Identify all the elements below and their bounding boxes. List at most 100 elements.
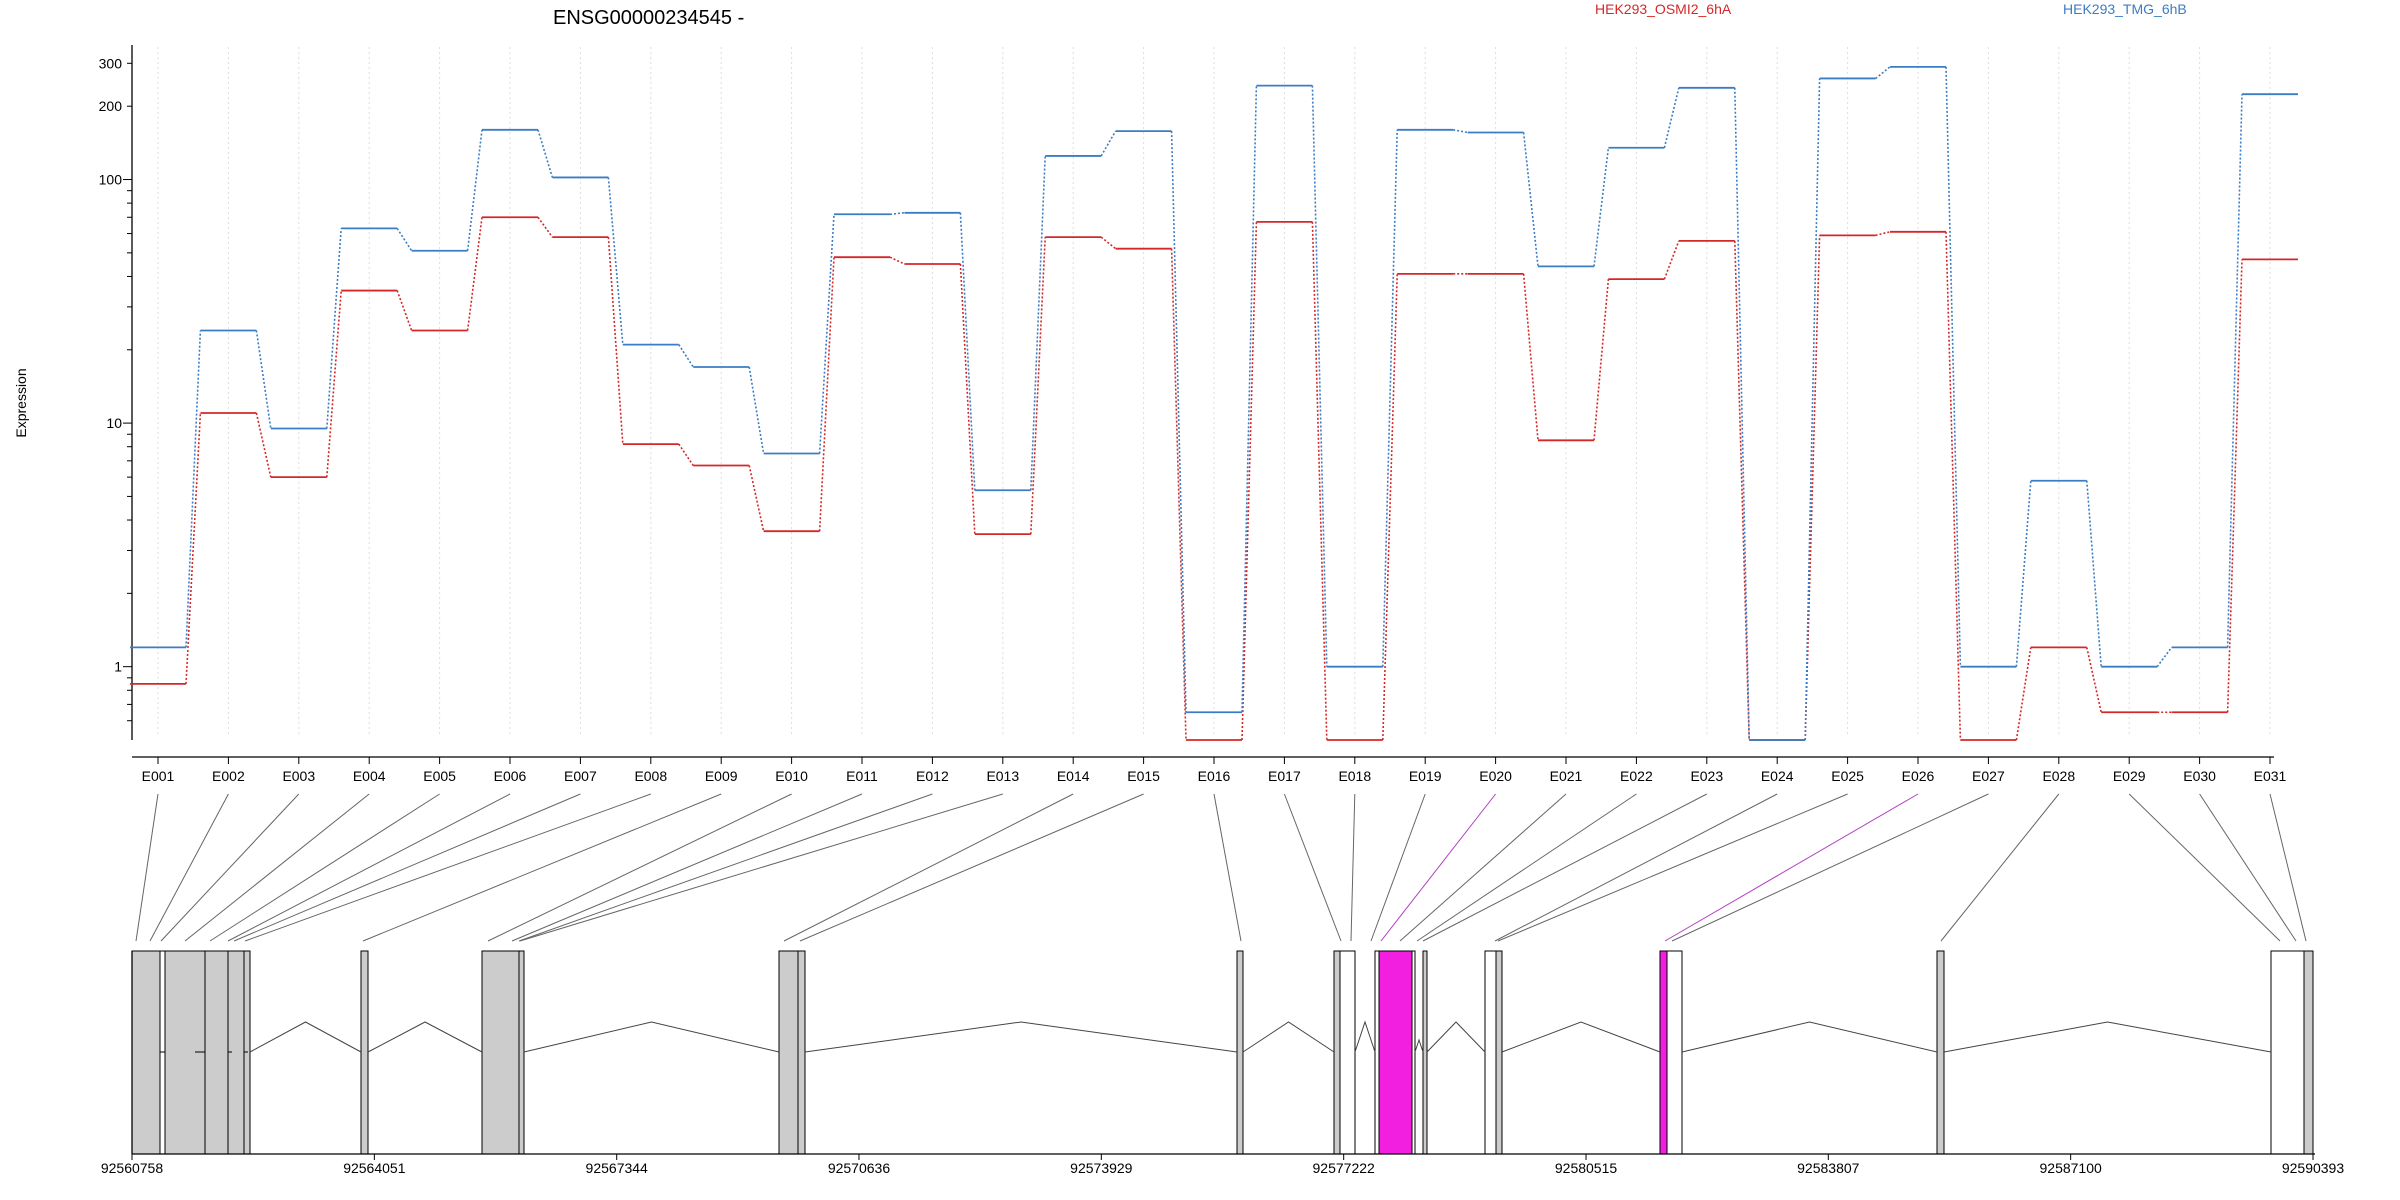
genomic-tick-label: 92560758 <box>101 1160 164 1176</box>
segment-tmg <box>1170 131 1187 713</box>
connector-e005 <box>209 793 440 942</box>
exon-block-8 <box>481 950 520 1155</box>
x-tick-label-e021: E021 <box>1550 768 1583 784</box>
connector-e006 <box>227 793 511 942</box>
x-tick-label-e031: E031 <box>2254 768 2287 784</box>
y-tick-label: 100 <box>99 172 123 188</box>
x-tick-label-e015: E015 <box>1127 768 1160 784</box>
x-tick-label-e009: E009 <box>705 768 738 784</box>
segment-osmi2 <box>1100 236 1117 250</box>
segment-tmg <box>1382 129 1398 667</box>
connector-e020 <box>1380 793 1496 942</box>
x-tick-label-e018: E018 <box>1338 768 1371 784</box>
chart-title-group: ENSG00000234545 - <box>553 7 744 29</box>
segment-tmg <box>537 129 554 178</box>
segment-tmg <box>889 212 905 216</box>
genomic-axis: 92560758 92564051 92567344 92570636 92573929… <box>101 1153 2345 1176</box>
intron <box>1414 1038 1424 1053</box>
connector-e004 <box>184 793 370 942</box>
segment-tmg <box>1311 85 1328 667</box>
intron <box>1354 1020 1376 1053</box>
connector-e022 <box>1416 793 1637 942</box>
segment-osmi2 <box>1170 248 1187 741</box>
series-tmg <box>130 65 2298 741</box>
segment-osmi2 <box>2226 259 2243 713</box>
connector-e015 <box>799 793 1144 942</box>
exon-block-19 <box>1484 950 1497 1155</box>
intron <box>804 1021 1238 1053</box>
x-tick-label-e004: E004 <box>353 768 386 784</box>
segment-osmi2 <box>255 412 272 478</box>
x-tick-label-e010: E010 <box>775 768 808 784</box>
segment-osmi2 <box>678 443 694 466</box>
x-tick-label-e025: E025 <box>1831 768 1864 784</box>
x-tick-label-e001: E001 <box>142 768 175 784</box>
intron <box>367 1021 483 1053</box>
segment-tmg <box>1100 130 1117 157</box>
y-tick-label: 200 <box>99 98 123 114</box>
genomic-tick-label: 92577222 <box>1313 1160 1376 1176</box>
segment-osmi2 <box>1241 221 1258 741</box>
segment-tmg <box>1875 66 1891 80</box>
segment-tmg <box>1453 129 1468 134</box>
x-tick-label-e014: E014 <box>1057 768 1090 784</box>
connector-e026 <box>1664 793 1919 942</box>
segment-tmg <box>1593 147 1610 267</box>
exon-block-1 <box>131 950 161 1155</box>
segment-tmg <box>1522 132 1539 267</box>
exon-block-15 <box>1374 950 1380 1155</box>
segment-osmi2 <box>1945 231 1962 741</box>
segment-tmg <box>678 344 694 368</box>
intron <box>1242 1021 1335 1053</box>
intron <box>249 1021 362 1053</box>
genomic-tick-label: 92583807 <box>1797 1160 1860 1176</box>
segment-tmg <box>2226 94 2243 648</box>
segment-osmi2 <box>2015 647 2032 741</box>
connector-e014 <box>783 793 1074 942</box>
segment-tmg <box>2015 480 2032 667</box>
x-axis: E001 E002 E003 E004 E005 E006 E007 E008 E009 E010… <box>132 756 2287 784</box>
segment-tmg <box>1945 66 1962 667</box>
segment-tmg <box>1734 87 1750 741</box>
segment-tmg <box>1663 87 1680 148</box>
connector-e023 <box>1422 793 1708 942</box>
x-tick-label-e024: E024 <box>1761 768 1794 784</box>
exon-block-17 <box>1411 950 1416 1155</box>
exon-block-20 <box>1495 950 1503 1155</box>
exon-block-10 <box>778 950 799 1155</box>
intron <box>1426 1021 1486 1053</box>
connector-e027 <box>1671 793 1989 942</box>
connector-e001 <box>135 793 159 942</box>
segment-osmi2 <box>748 465 765 532</box>
segment-tmg <box>326 228 342 429</box>
connector-e019 <box>1370 793 1426 942</box>
exon-block-22 <box>1666 950 1683 1155</box>
segment-tmg <box>818 214 835 454</box>
segment-osmi2 <box>466 217 483 331</box>
connector-e010 <box>487 793 792 942</box>
connector-e002 <box>149 793 229 942</box>
x-tick-label-e008: E008 <box>634 768 667 784</box>
legend: HEK293_OSMI2_6hA HEK293_TMG_6hB <box>1595 1 2187 17</box>
exon-block-18 <box>1422 950 1428 1155</box>
segment-tmg <box>1030 155 1046 491</box>
segment-tmg <box>1241 85 1258 713</box>
x-tick-label-e023: E023 <box>1690 768 1723 784</box>
segment-tmg <box>607 177 624 345</box>
segment-tmg <box>959 212 976 491</box>
exon-block-12 <box>1236 950 1244 1155</box>
exon-block-13 <box>1333 950 1341 1155</box>
segment-osmi2 <box>1593 279 1610 441</box>
connector-e008 <box>244 793 651 942</box>
connector-e018 <box>1350 793 1356 942</box>
segment-tmg <box>2086 480 2102 667</box>
segment-tmg <box>466 129 483 251</box>
exon-block-9 <box>518 950 525 1155</box>
segment-osmi2 <box>537 216 554 238</box>
connector-e012 <box>518 793 933 942</box>
x-tick-label-e019: E019 <box>1409 768 1442 784</box>
segment-tmg <box>255 330 272 429</box>
segment-osmi2 <box>1804 235 1821 741</box>
genomic-tick-label: 92590393 <box>2282 1160 2345 1176</box>
connector-e017 <box>1283 793 1342 942</box>
